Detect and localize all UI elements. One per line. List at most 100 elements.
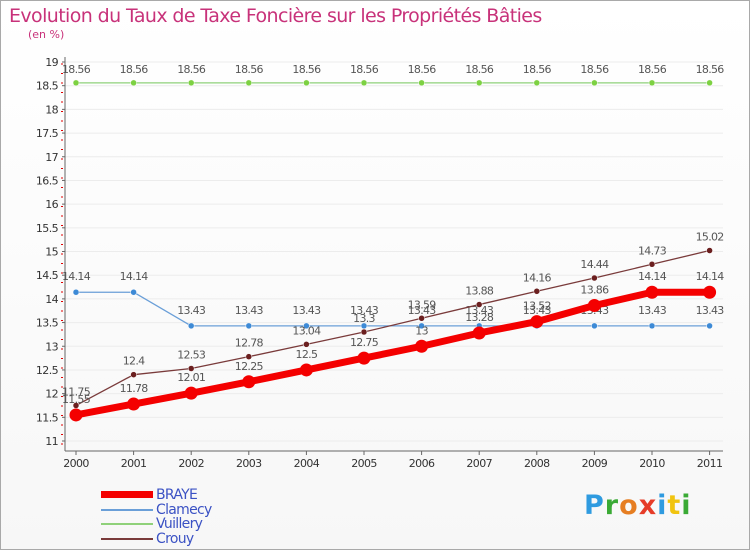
data-label-braye: 12.5 (296, 348, 318, 361)
y-tick-label: 13.5 (36, 317, 59, 330)
data-label-vuillery: 18.56 (638, 63, 667, 76)
data-point-crouy (360, 328, 368, 336)
y-tick-label: 17 (45, 151, 58, 164)
data-point-vuillery (418, 79, 425, 87)
unit-label: (en %) (28, 28, 65, 41)
data-point-vuillery (591, 79, 598, 87)
data-label-braye: 13 (415, 324, 428, 337)
data-point-crouy (418, 315, 425, 322)
data-point-vuillery (72, 79, 80, 87)
data-label-clamecy: 13.43 (523, 304, 552, 317)
x-tick-label: 2001 (121, 457, 147, 470)
data-label-braye: 14.14 (696, 270, 725, 283)
data-label-braye: 13.86 (580, 284, 609, 297)
data-label-crouy: 15.02 (696, 231, 724, 244)
data-point-crouy (475, 301, 483, 308)
legend-item-vuillery: Vuillery (101, 516, 301, 532)
data-label-clamecy: 13.43 (235, 304, 264, 317)
data-label-crouy: 11.75 (62, 385, 91, 398)
x-tick-label: 2007 (466, 457, 492, 470)
data-label-crouy: 12.78 (235, 337, 264, 350)
data-point-vuillery (533, 79, 541, 87)
data-point-vuillery (130, 79, 137, 87)
data-point-braye (587, 299, 601, 313)
data-point-crouy (706, 247, 713, 254)
data-point-braye (242, 375, 256, 389)
y-tick-label: 17.5 (36, 127, 59, 140)
data-label-crouy: 13.59 (408, 298, 437, 311)
data-point-vuillery (187, 79, 195, 87)
data-point-braye (69, 408, 83, 422)
data-label-vuillery: 18.56 (62, 63, 91, 76)
x-tick-label: 2006 (409, 457, 435, 470)
data-label-vuillery: 18.56 (292, 63, 321, 76)
legend-swatch-clamecy (101, 508, 153, 511)
data-label-vuillery: 18.56 (120, 63, 149, 76)
data-point-clamecy (72, 288, 80, 296)
data-point-crouy (648, 261, 656, 268)
data-label-clamecy: 13.43 (408, 304, 437, 317)
data-label-braye: 12.01 (177, 371, 205, 384)
data-label-crouy: 13.88 (465, 285, 494, 298)
data-point-clamecy (418, 322, 425, 330)
data-point-vuillery (706, 79, 713, 87)
x-tick-label: 2004 (294, 457, 320, 470)
y-tick-label: 19 (45, 56, 58, 69)
x-tick-label: 2003 (236, 457, 262, 470)
data-point-braye (184, 386, 198, 400)
y-tick-label: 12.5 (36, 364, 59, 377)
data-point-clamecy (591, 322, 598, 330)
data-point-vuillery (303, 79, 310, 87)
legend-label: Crouy (156, 530, 194, 547)
x-tick-label: 2011 (697, 457, 723, 470)
legend-item-braye: BRAYE (101, 487, 301, 503)
proxiti-logo: Proxiti (584, 490, 692, 521)
data-point-vuillery (475, 79, 483, 87)
data-point-crouy (187, 365, 195, 372)
data-label-vuillery: 18.56 (696, 63, 725, 76)
data-label-crouy: 13.04 (292, 324, 321, 337)
data-point-vuillery (648, 79, 656, 87)
legend-label: Clamecy (156, 501, 212, 518)
legend-label: Vuillery (156, 516, 203, 532)
data-label-crouy: 13.3 (353, 312, 375, 325)
data-label-crouy: 14.73 (638, 244, 667, 257)
x-tick-label: 2005 (351, 457, 377, 470)
logo-letter: P (584, 490, 605, 521)
legend-label: BRAYE (156, 487, 198, 503)
logo-letter: o (619, 490, 639, 521)
data-label-braye: 13.52 (523, 300, 551, 313)
data-point-clamecy (303, 322, 310, 330)
legend-swatch-crouy (101, 537, 153, 540)
y-tick-label: 11.5 (36, 411, 59, 424)
y-tick-label: 16.5 (36, 174, 59, 187)
data-point-crouy (245, 353, 253, 360)
legend-item-clamecy: Clamecy (101, 501, 301, 518)
data-point-braye (472, 326, 486, 340)
legend-swatch-braye (101, 491, 153, 498)
data-point-clamecy (130, 288, 137, 296)
data-point-braye (357, 351, 371, 365)
data-label-crouy: 12.53 (177, 349, 206, 362)
data-point-braye (415, 339, 429, 353)
logo-letter: i (657, 490, 668, 521)
data-label-vuillery: 18.56 (408, 63, 437, 76)
data-point-clamecy (706, 322, 713, 330)
y-tick-label: 18.5 (36, 80, 59, 93)
data-label-braye: 13.28 (465, 311, 494, 324)
y-tick-label: 11 (45, 435, 58, 448)
data-point-braye (299, 363, 313, 377)
data-point-crouy (533, 288, 541, 295)
y-tick-label: 12 (45, 388, 58, 401)
data-label-clamecy: 13.43 (292, 304, 321, 317)
x-tick-label: 2002 (178, 457, 204, 470)
y-tick-label: 18 (45, 103, 58, 116)
logo-letter: x (638, 490, 658, 521)
data-point-clamecy (187, 322, 195, 330)
x-tick-label: 2009 (582, 457, 608, 470)
data-point-vuillery (245, 79, 253, 87)
y-tick-label: 13 (45, 340, 58, 353)
data-label-braye: 12.25 (235, 360, 264, 373)
data-point-vuillery (360, 79, 368, 87)
